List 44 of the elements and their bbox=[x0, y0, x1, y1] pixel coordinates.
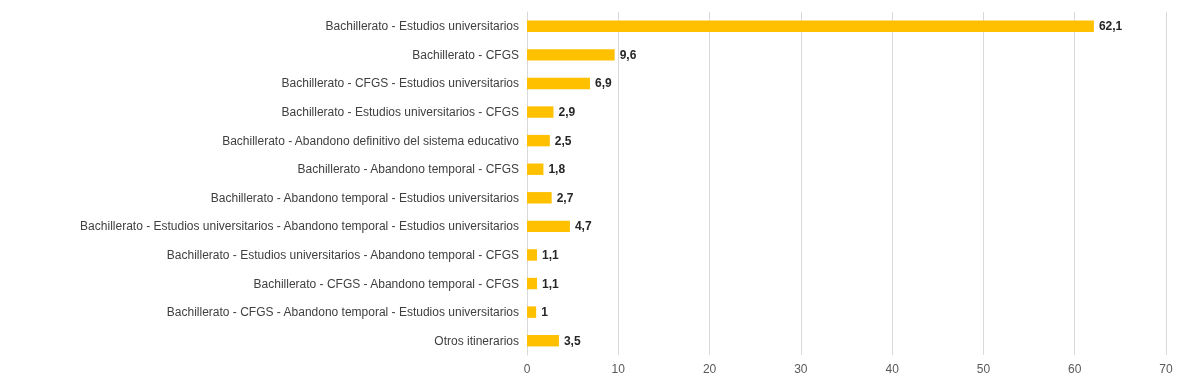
x-tick-label: 40 bbox=[885, 362, 900, 376]
data-label: 2,9 bbox=[558, 105, 576, 120]
data-label: 3,5 bbox=[563, 333, 581, 348]
x-tick-label: 30 bbox=[794, 362, 808, 376]
bar bbox=[527, 163, 544, 175]
y-tick-label: Bachillerato - CFGS - Abandono temporal - CFGS bbox=[253, 276, 519, 291]
bar bbox=[527, 334, 559, 347]
bar bbox=[527, 306, 537, 318]
x-tick-label: 20 bbox=[702, 362, 717, 376]
x-tick-label: 70 bbox=[1159, 362, 1173, 376]
data-label: 6,9 bbox=[594, 76, 612, 91]
data-label: 2,7 bbox=[556, 190, 574, 205]
x-tick-label: 60 bbox=[1068, 362, 1082, 376]
y-tick-label: Bachillerato - Abandono definitivo del sistema educativo bbox=[222, 133, 520, 148]
y-tick-label: Bachillerato - Estudios universitarios - Abandono temporal - CFGS bbox=[166, 247, 519, 262]
y-tick-label: Bachillerato - Abandono temporal - Estudios universitarios bbox=[210, 190, 519, 205]
data-label: 62,1 bbox=[1098, 19, 1123, 34]
bar bbox=[527, 277, 538, 290]
x-tick-label: 10 bbox=[611, 362, 626, 376]
y-tick-label: Otros itinerarios bbox=[434, 333, 519, 348]
data-label: 1,1 bbox=[542, 247, 560, 262]
bar bbox=[527, 49, 615, 61]
bar bbox=[527, 77, 590, 90]
x-tick-label: 0 bbox=[523, 362, 531, 376]
data-label: 1 bbox=[541, 305, 549, 320]
y-tick-label: Bachillerato - Abandono temporal - CFGS bbox=[297, 162, 519, 177]
bar bbox=[527, 106, 554, 118]
y-tick-label: Bachillerato - CFGS - Abandono temporal - Estudios universitarios bbox=[166, 305, 519, 320]
bar bbox=[527, 134, 550, 147]
bar bbox=[527, 192, 552, 204]
bar bbox=[527, 249, 538, 261]
data-label: 2,5 bbox=[554, 133, 572, 148]
bar bbox=[527, 20, 1094, 33]
y-tick-label: Bachillerato - CFGS - Estudios universitarios bbox=[281, 76, 519, 91]
data-label: 9,6 bbox=[619, 47, 637, 62]
data-label: 1,1 bbox=[542, 276, 560, 291]
y-tick-label: Bachillerato - Estudios universitarios bbox=[325, 19, 519, 34]
bar bbox=[527, 220, 570, 233]
data-label: 1,8 bbox=[548, 162, 566, 177]
x-tick-label: 50 bbox=[976, 362, 991, 376]
y-tick-label: Bachillerato - Estudios universitarios - Abandono temporal - Estudios universitarios bbox=[80, 219, 519, 234]
y-tick-label: Bachillerato - Estudios universitarios - CFGS bbox=[281, 105, 519, 120]
y-tick-label: Bachillerato - CFGS bbox=[412, 47, 519, 62]
data-label: 4,7 bbox=[574, 219, 592, 234]
